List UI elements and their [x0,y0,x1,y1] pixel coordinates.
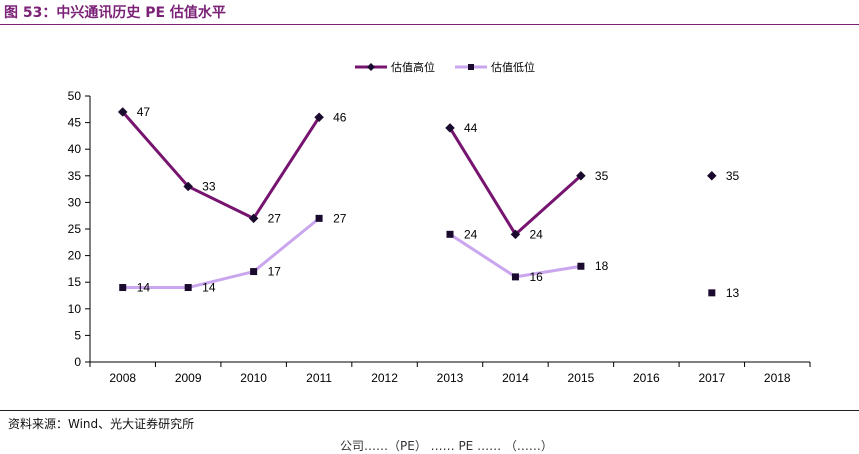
data-label: 46 [333,110,347,124]
x-tick-label: 2014 [502,371,529,385]
data-label: 17 [268,265,282,279]
series-high: 47 33 27 46 44 24 35 35 [117,105,740,241]
y-tick-label: 25 [68,222,82,236]
x-tick-label: 2016 [633,371,660,385]
data-label: 44 [464,121,478,135]
data-point [183,181,194,192]
y-tick-label: 0 [74,355,81,369]
y-tick-label: 50 [68,89,82,103]
x-tick-label: 2013 [437,371,464,385]
y-tick-label: 35 [68,169,82,183]
x-tick-label: 2011 [306,371,332,385]
y-tick-label: 5 [74,328,81,342]
legend-swatch-marker [468,64,474,70]
cut-off-body-text: 公司……（PE） …… PE …… （……） [340,439,553,453]
legend-label: 估值高位 [391,60,435,74]
data-label: 33 [202,179,216,193]
data-point [250,268,258,276]
data-point [446,230,454,238]
chart-legend: 估值高位 估值低位 [355,60,535,74]
data-label: 24 [464,227,478,241]
data-point [577,262,585,270]
data-point [184,284,192,292]
series-line [122,217,321,290]
y-tick-label: 10 [68,302,82,316]
x-tick-label: 2015 [568,371,595,385]
data-point [445,123,455,133]
data-label: 18 [595,259,609,273]
source-note: 资料来源：Wind、光大证券研究所 [8,417,195,431]
x-tick-label: 2018 [764,371,791,385]
x-tick-label: 2012 [371,371,398,385]
data-point [511,273,519,281]
series-line [448,127,582,236]
data-label: 24 [529,227,543,241]
x-tick-label: 2017 [698,371,725,385]
series-low: 14 14 17 27 24 16 18 13 [119,211,740,300]
legend-swatch-marker [367,63,375,71]
data-point [117,107,128,117]
data-label: 14 [137,281,151,295]
title-divider [0,24,859,25]
data-label: 13 [726,286,740,300]
legend-item-low: 估值低位 [455,60,535,74]
footer-divider [0,410,859,411]
data-point [706,170,717,181]
x-tick-label: 2009 [175,371,202,385]
data-label: 35 [595,169,609,183]
data-point [708,289,716,297]
data-label: 47 [137,105,151,119]
chart-axes: 0 5 10 15 20 25 30 35 40 45 50 2008 2009 2010 2011 2012… [68,89,811,385]
pe-valuation-chart: 0 5 10 15 20 25 30 35 40 45 50 2008 2009 2010 2011 2012… [68,60,811,385]
data-label: 27 [333,211,347,225]
y-tick-label: 15 [68,275,82,289]
data-label: 14 [202,281,216,295]
data-label: 16 [529,270,543,284]
data-label: 27 [268,211,282,225]
y-tick-label: 20 [68,249,82,263]
x-tick-label: 2010 [240,371,267,385]
chart-series: 47 33 27 46 44 24 35 35 14 14 17 27 24 16 18 13 [117,105,740,300]
y-tick-label: 45 [68,116,82,130]
data-point [510,229,521,240]
data-label: 35 [726,169,740,183]
data-point [315,214,323,222]
y-tick-label: 30 [68,195,82,209]
data-point [314,112,324,123]
figure-title: 图 53：中兴通讯历史 PE 估值水平 [4,5,226,21]
legend-item-high: 估值高位 [355,60,435,74]
y-tick-label: 40 [68,142,82,156]
data-point [576,170,586,181]
series-line [121,110,321,220]
x-tick-label: 2008 [109,371,136,385]
legend-label: 估值低位 [491,60,535,74]
data-point [248,213,259,224]
data-point [119,284,127,292]
